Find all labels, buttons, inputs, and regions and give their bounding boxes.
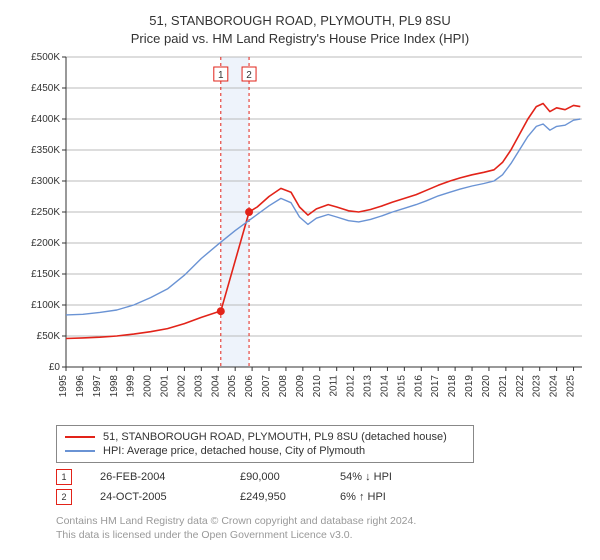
- svg-text:£250K: £250K: [31, 207, 60, 218]
- svg-text:1999: 1999: [126, 375, 137, 398]
- svg-text:£50K: £50K: [37, 331, 61, 342]
- svg-text:£100K: £100K: [31, 300, 60, 311]
- svg-text:2: 2: [246, 70, 252, 81]
- svg-text:£400K: £400K: [31, 114, 60, 125]
- sale-delta-1: 54% ↓ HPI: [340, 471, 440, 483]
- svg-text:2016: 2016: [413, 375, 424, 398]
- svg-text:1997: 1997: [92, 375, 103, 398]
- sale-delta-2: 6% ↑ HPI: [340, 491, 440, 503]
- svg-text:2022: 2022: [515, 375, 526, 398]
- svg-text:2001: 2001: [160, 375, 171, 398]
- chart-svg: £0 £50K £100K £150K £200K £250K £300K £350K £400…: [18, 53, 582, 417]
- svg-text:2014: 2014: [379, 375, 390, 398]
- legend: 51, STANBOROUGH ROAD, PLYMOUTH, PL9 8SU …: [56, 425, 474, 463]
- svg-text:£150K: £150K: [31, 269, 60, 280]
- legend-label-hpi: HPI: Average price, detached house, City…: [103, 445, 365, 457]
- svg-text:£200K: £200K: [31, 238, 60, 249]
- price-chart: £0 £50K £100K £150K £200K £250K £300K £350K £400…: [18, 53, 582, 417]
- svg-text:2020: 2020: [481, 375, 492, 398]
- svg-text:2017: 2017: [430, 375, 441, 398]
- legend-swatch-property: [65, 436, 95, 438]
- svg-text:2015: 2015: [396, 375, 407, 398]
- svg-text:2018: 2018: [447, 375, 458, 398]
- legend-label-property: 51, STANBOROUGH ROAD, PLYMOUTH, PL9 8SU …: [103, 431, 447, 443]
- sale-date-1: 26-FEB-2004: [100, 471, 240, 483]
- sale-marker-2: 2: [56, 489, 72, 505]
- title-sub: Price paid vs. HM Land Registry's House …: [18, 30, 582, 48]
- svg-text:£350K: £350K: [31, 145, 60, 156]
- svg-text:1996: 1996: [75, 375, 86, 398]
- svg-text:2023: 2023: [532, 375, 543, 398]
- svg-text:2009: 2009: [295, 375, 306, 398]
- sale-marker-1: 1: [56, 469, 72, 485]
- footnote: Contains HM Land Registry data © Crown c…: [56, 515, 582, 542]
- svg-text:2007: 2007: [261, 375, 272, 398]
- svg-text:2019: 2019: [464, 375, 475, 398]
- svg-text:2006: 2006: [244, 375, 255, 398]
- svg-text:1995: 1995: [58, 375, 69, 398]
- footnote-line1: Contains HM Land Registry data © Crown c…: [56, 515, 582, 529]
- svg-text:£500K: £500K: [31, 53, 60, 63]
- svg-text:2008: 2008: [278, 375, 289, 398]
- svg-text:2004: 2004: [210, 375, 221, 398]
- svg-text:2000: 2000: [143, 375, 154, 398]
- footnote-line2: This data is licensed under the Open Gov…: [56, 529, 582, 543]
- sale-date-2: 24-OCT-2005: [100, 491, 240, 503]
- sale-price-2: £249,950: [240, 491, 340, 503]
- sale-row-1: 1 26-FEB-2004 £90,000 54% ↓ HPI: [56, 469, 582, 485]
- page-title: 51, STANBOROUGH ROAD, PLYMOUTH, PL9 8SU …: [18, 12, 582, 47]
- svg-text:2010: 2010: [312, 375, 323, 398]
- svg-text:£0: £0: [49, 362, 61, 373]
- legend-row-property: 51, STANBOROUGH ROAD, PLYMOUTH, PL9 8SU …: [65, 430, 465, 444]
- svg-text:2011: 2011: [329, 375, 340, 397]
- svg-text:£300K: £300K: [31, 176, 60, 187]
- svg-text:1: 1: [218, 70, 224, 81]
- svg-text:£450K: £450K: [31, 83, 60, 94]
- svg-text:1998: 1998: [109, 375, 120, 398]
- svg-text:2024: 2024: [549, 375, 560, 398]
- title-address: 51, STANBOROUGH ROAD, PLYMOUTH, PL9 8SU: [18, 12, 582, 30]
- legend-swatch-hpi: [65, 450, 95, 452]
- sale-row-2: 2 24-OCT-2005 £249,950 6% ↑ HPI: [56, 489, 582, 505]
- svg-text:2021: 2021: [498, 375, 509, 398]
- svg-text:2025: 2025: [566, 375, 577, 398]
- svg-text:2002: 2002: [176, 375, 187, 398]
- sale-price-1: £90,000: [240, 471, 340, 483]
- svg-text:2003: 2003: [193, 375, 204, 398]
- svg-text:2013: 2013: [363, 375, 374, 398]
- svg-text:2005: 2005: [227, 375, 238, 398]
- svg-text:2012: 2012: [346, 375, 357, 398]
- legend-row-hpi: HPI: Average price, detached house, City…: [65, 444, 465, 458]
